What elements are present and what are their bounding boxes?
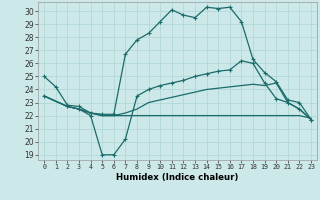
X-axis label: Humidex (Indice chaleur): Humidex (Indice chaleur) xyxy=(116,173,239,182)
